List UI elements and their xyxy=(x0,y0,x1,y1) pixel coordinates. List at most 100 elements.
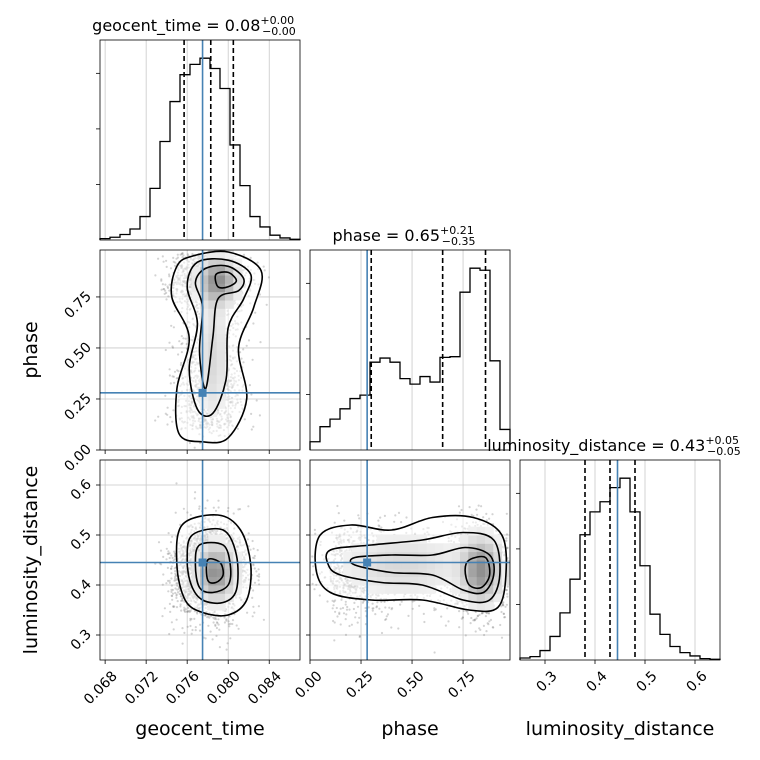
sample-point xyxy=(194,491,197,494)
contour-line xyxy=(194,264,245,390)
sample-point xyxy=(167,550,170,553)
panel-content xyxy=(100,250,300,450)
sample-point xyxy=(213,617,216,621)
panel-frame xyxy=(99,39,301,241)
sample-point xyxy=(171,592,175,595)
sample-point xyxy=(160,279,163,282)
sample-point xyxy=(209,630,212,633)
sample-point xyxy=(188,441,191,445)
sample-point xyxy=(246,611,249,614)
sample-point xyxy=(165,558,168,561)
sample-point xyxy=(263,269,266,272)
sample-point xyxy=(229,622,232,626)
panel-title-luminosity_distance: luminosity_distance = 0.43+0.05 −0.05 xyxy=(487,434,741,458)
sample-point xyxy=(170,594,173,597)
sample-point xyxy=(170,588,173,592)
sample-point xyxy=(173,370,177,373)
sample-point xyxy=(172,628,175,631)
sample-point xyxy=(168,289,171,292)
sample-point xyxy=(253,567,256,570)
sample-point xyxy=(217,618,220,621)
sample-point xyxy=(172,409,175,412)
sample-point xyxy=(172,605,175,608)
sample-point xyxy=(250,393,253,396)
sample-point xyxy=(258,573,261,576)
sample-point xyxy=(252,564,255,567)
sample-point xyxy=(258,583,261,586)
sample-point xyxy=(181,599,184,602)
sample-point xyxy=(170,621,173,624)
sample-point xyxy=(165,298,168,301)
contour-line xyxy=(214,271,238,289)
sample-point xyxy=(173,310,176,313)
sample-point xyxy=(231,619,235,622)
sample-point xyxy=(172,375,175,378)
panel-title-phase: phase = 0.65+0.21 −0.35 xyxy=(333,224,476,248)
sample-point xyxy=(184,337,187,340)
sample-point xyxy=(170,577,173,580)
sample-point xyxy=(170,554,173,557)
sample-point xyxy=(174,591,177,595)
sample-point xyxy=(176,588,179,591)
sample-point xyxy=(189,619,192,622)
sample-point xyxy=(174,261,177,264)
sample-point xyxy=(180,361,183,365)
sample-point xyxy=(169,416,172,419)
sample-point xyxy=(169,541,173,544)
sample-point xyxy=(173,264,177,267)
sample-point xyxy=(171,375,174,378)
sample-point xyxy=(237,508,240,511)
sample-point xyxy=(252,589,255,592)
sample-point xyxy=(166,579,170,583)
sample-point xyxy=(161,255,164,258)
sample-point xyxy=(193,446,196,449)
sample-point xyxy=(195,611,199,614)
sample-point xyxy=(194,626,197,629)
sample-point xyxy=(251,358,254,361)
sample-point xyxy=(225,619,228,622)
sample-point xyxy=(173,550,176,553)
sample-point xyxy=(215,621,219,624)
sample-point xyxy=(258,414,261,417)
sample-point xyxy=(172,605,175,609)
sample-point xyxy=(215,626,218,630)
sample-point xyxy=(238,508,242,511)
sample-point xyxy=(186,610,190,613)
sample-point xyxy=(235,624,238,627)
sample-point xyxy=(215,634,218,638)
sample-point xyxy=(182,254,185,257)
sample-point xyxy=(204,614,207,617)
sample-point xyxy=(252,563,255,566)
sample-point xyxy=(179,253,182,256)
sample-point xyxy=(186,511,189,514)
sample-point xyxy=(229,637,232,640)
sample-point xyxy=(179,605,182,608)
sample-point xyxy=(186,625,189,628)
sample-point xyxy=(161,283,164,286)
sample-point xyxy=(190,632,193,635)
sample-point xyxy=(183,631,186,635)
sample-point xyxy=(170,324,173,327)
sample-point xyxy=(226,642,229,645)
sample-point xyxy=(164,348,167,352)
histogram-step xyxy=(99,57,301,240)
sample-point xyxy=(170,567,173,570)
sample-point xyxy=(160,288,163,291)
sample-point xyxy=(176,600,179,603)
sample-point xyxy=(165,265,168,268)
panel-frame xyxy=(309,249,511,451)
sample-point xyxy=(181,342,184,345)
sample-point xyxy=(180,609,183,612)
sample-point xyxy=(247,505,250,508)
panel-frame xyxy=(99,249,301,451)
sample-point xyxy=(174,558,177,561)
sample-point xyxy=(159,549,163,552)
sample-point xyxy=(180,253,183,256)
sample-point xyxy=(169,382,172,385)
sample-point xyxy=(250,428,253,431)
sample-point xyxy=(154,274,157,277)
sample-point xyxy=(171,594,174,598)
sample-point xyxy=(176,582,179,585)
sample-point xyxy=(168,283,171,286)
